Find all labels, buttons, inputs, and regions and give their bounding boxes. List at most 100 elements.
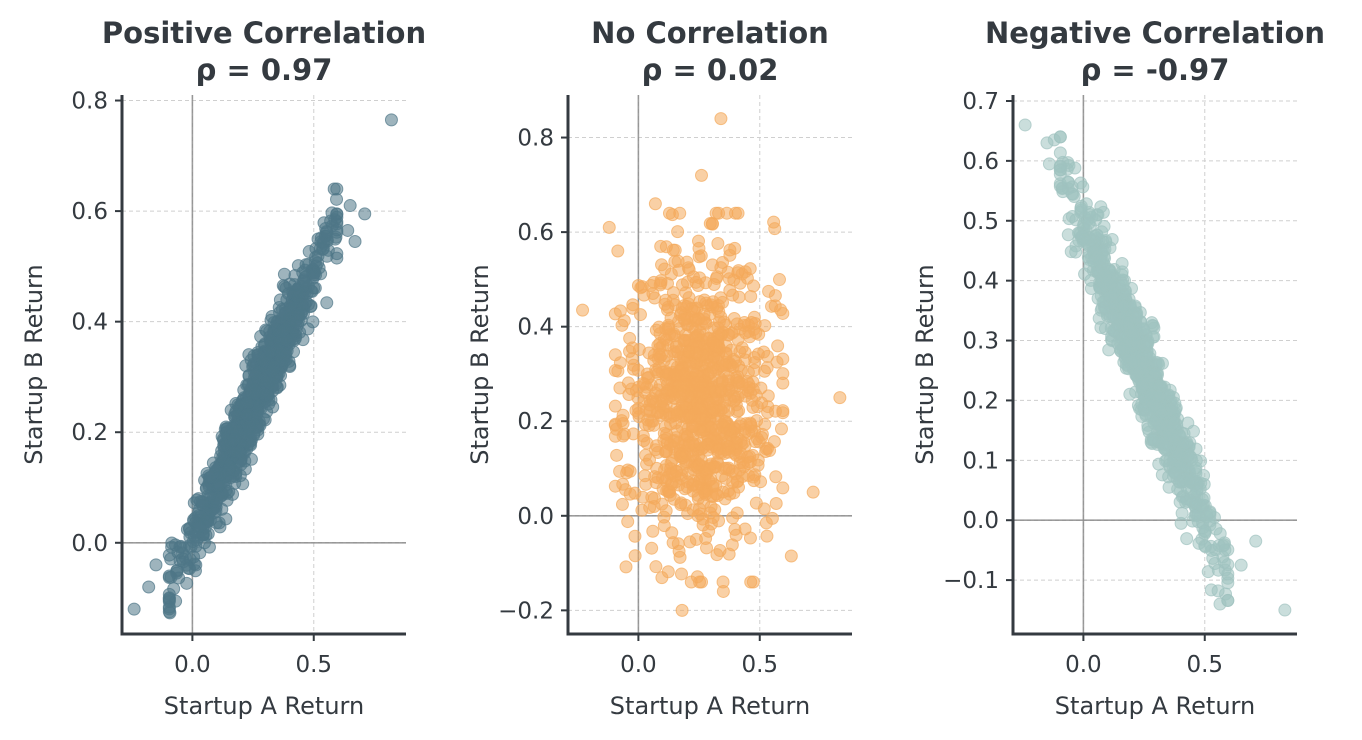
scatter-point [784, 549, 798, 563]
scatter-point [759, 516, 773, 530]
scatter-point [1105, 232, 1119, 246]
scatter-point [343, 199, 357, 213]
scatter-point [673, 206, 687, 220]
scatter-point [635, 503, 649, 517]
scatter-point [721, 265, 735, 279]
scatter-point [682, 439, 696, 453]
scatter-point [693, 411, 707, 425]
scatter-point [602, 220, 616, 234]
scatter-point [755, 431, 769, 445]
y-axis-label: Startup B Return [466, 264, 494, 464]
scatter-point [646, 524, 660, 538]
scatter-point [198, 536, 212, 550]
scatter-point [776, 481, 790, 495]
scatter-point [772, 273, 786, 287]
scatter-point [654, 276, 668, 290]
scatter-point [608, 364, 622, 378]
scatter-point [219, 512, 233, 526]
scatter-point [683, 535, 697, 549]
scatter-point [608, 348, 622, 362]
scatter-point [717, 401, 731, 415]
scatter-point [767, 435, 781, 449]
scatter-point [646, 287, 660, 301]
y-tick-label: 0.2 [71, 420, 108, 446]
chart-subtitle: ρ = 0.02 [642, 53, 779, 87]
scatter-point [627, 362, 640, 376]
y-tick-label: 0.2 [962, 388, 999, 414]
scatter-point [675, 468, 689, 482]
scatter-point [688, 302, 702, 316]
scatter-point [1098, 269, 1112, 283]
scatter-point [694, 454, 708, 468]
scatter-point [1213, 597, 1227, 611]
scatter-point [384, 113, 398, 127]
scatter-point [719, 346, 733, 360]
scatter-point [1209, 522, 1223, 536]
scatter-point [320, 249, 334, 263]
scatter-point [661, 384, 675, 397]
scatter-point [1076, 180, 1090, 194]
scatter-point [769, 470, 783, 484]
scatter-point [308, 281, 322, 295]
scatter-point [297, 274, 311, 288]
scatter-point [341, 223, 355, 237]
scatter-point [692, 241, 706, 255]
scatter-point [677, 312, 691, 326]
scatter-point [267, 315, 281, 329]
scatter-point [746, 400, 760, 414]
scatter-point [744, 290, 758, 304]
scatter-point [609, 422, 623, 436]
scatter-point [623, 331, 637, 345]
scatter-point [659, 504, 673, 518]
scatter-point [776, 367, 790, 381]
scatter-point [744, 575, 758, 589]
scatter-point [358, 207, 372, 221]
scatter-point [690, 570, 704, 584]
scatter-point [649, 560, 663, 574]
scatter-point [745, 315, 759, 329]
scatter-point [695, 397, 709, 411]
scatter-point [1084, 233, 1098, 247]
scatter-point [244, 438, 258, 452]
scatter-point [576, 303, 590, 317]
scatter-point [1183, 474, 1197, 488]
scatter-point [1211, 584, 1225, 598]
scatter-point [1093, 253, 1107, 267]
scatter-point [699, 532, 713, 546]
scatter-point [730, 506, 744, 520]
scatter-point [1082, 216, 1096, 230]
scatter-point [1179, 495, 1193, 509]
scatter-point [655, 571, 669, 585]
scatter-point [222, 485, 236, 499]
scatter-point [695, 168, 708, 182]
scatter-point [230, 425, 244, 439]
scatter-point [663, 488, 677, 502]
scatter-point [149, 558, 163, 572]
scatter-point [659, 293, 673, 307]
scatter-panel-1: 0.0 0.5 0.0 0.2 0.4 0.6 0.8 Startup A Return Sta… [20, 16, 426, 720]
scatter-point [632, 380, 646, 394]
x-axis-label: Startup A Return [610, 692, 810, 720]
scatter-point [626, 298, 640, 312]
scatter-point [758, 364, 772, 378]
scatter-point [701, 419, 715, 433]
scatter-point [671, 436, 685, 450]
scatter-point [833, 391, 847, 405]
scatter-point [199, 482, 213, 496]
scatter-point [316, 236, 330, 249]
chart-title: No Correlation [591, 16, 829, 50]
scatter-point [348, 235, 362, 248]
scatter-point [1198, 525, 1212, 539]
scatter-point [610, 448, 624, 462]
scatter-point [751, 453, 765, 467]
y-tick-label: 0.1 [962, 448, 999, 474]
scatter-point [706, 336, 720, 350]
scatter-point [329, 230, 343, 244]
scatter-point [1069, 213, 1083, 227]
scatter-point [635, 280, 649, 294]
scatter-point [647, 418, 661, 432]
scatter-point [1140, 335, 1154, 349]
y-tick-label: 0.8 [517, 126, 554, 152]
scatter-point [675, 567, 689, 581]
